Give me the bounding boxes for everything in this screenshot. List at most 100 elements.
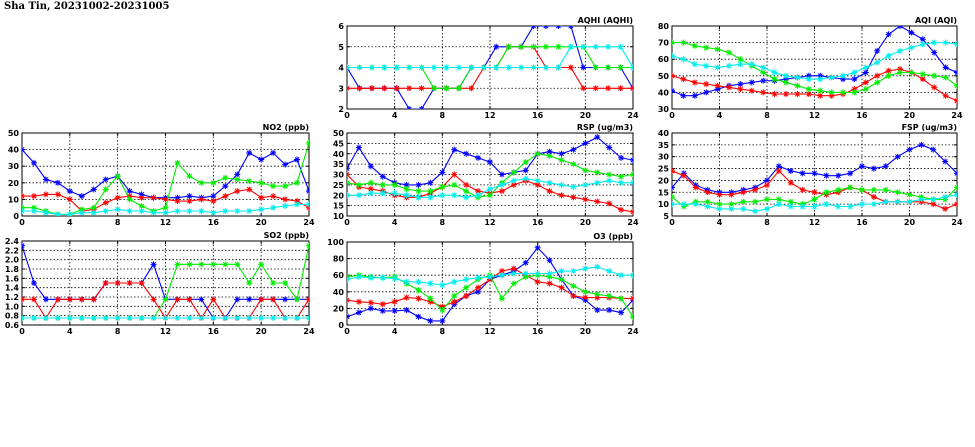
y-tick-label: 35 xyxy=(333,160,345,169)
data-point xyxy=(672,87,675,94)
data-point xyxy=(403,294,410,301)
data-point xyxy=(546,188,553,195)
data-point xyxy=(799,203,806,210)
data-point xyxy=(522,270,529,277)
data-point xyxy=(451,171,458,178)
data-point xyxy=(258,179,265,186)
data-point xyxy=(487,192,493,199)
data-point xyxy=(703,44,710,51)
data-point xyxy=(740,189,747,196)
data-point xyxy=(246,208,253,215)
data-point xyxy=(347,313,350,320)
data-point xyxy=(840,89,846,96)
data-point xyxy=(570,146,577,153)
data-point xyxy=(805,72,812,79)
data-point xyxy=(605,85,612,92)
data-point xyxy=(498,181,505,188)
data-point xyxy=(555,43,562,50)
data-point xyxy=(403,307,410,314)
data-point xyxy=(355,181,362,188)
data-point xyxy=(851,69,858,76)
data-point xyxy=(355,192,362,199)
data-point xyxy=(406,106,413,109)
data-point xyxy=(882,186,889,193)
data-point xyxy=(463,276,470,283)
data-point xyxy=(740,198,747,205)
data-point xyxy=(270,149,277,156)
data-point xyxy=(30,315,37,321)
data-point xyxy=(162,296,169,303)
data-point xyxy=(210,209,217,216)
data-point xyxy=(234,208,241,215)
y-tick-label: 1.0 xyxy=(5,302,20,311)
y-tick-label: 40 xyxy=(333,150,345,159)
data-point xyxy=(30,193,37,200)
data-point xyxy=(451,298,458,305)
data-point xyxy=(393,85,400,92)
data-point xyxy=(775,201,782,208)
data-point xyxy=(726,62,732,69)
data-point xyxy=(439,282,446,289)
x-tick-label: 12 xyxy=(484,327,495,336)
data-point xyxy=(379,190,386,197)
data-point xyxy=(582,288,589,295)
data-point xyxy=(737,81,744,88)
data-point xyxy=(282,315,289,321)
data-point xyxy=(847,203,854,210)
data-point xyxy=(403,186,410,193)
data-point xyxy=(775,196,782,203)
data-point xyxy=(783,72,789,79)
y-tick-label: 2.0 xyxy=(5,256,20,265)
y-tick-label: 50 xyxy=(333,129,345,138)
data-point xyxy=(737,56,744,63)
data-point xyxy=(546,148,553,155)
data-point xyxy=(367,179,374,186)
data-point xyxy=(594,169,601,176)
data-point xyxy=(919,76,926,83)
data-point xyxy=(234,188,241,195)
data-point xyxy=(580,43,587,50)
data-point xyxy=(379,274,386,281)
data-point xyxy=(567,43,574,50)
data-point xyxy=(66,211,73,216)
data-point xyxy=(42,176,49,183)
data-point xyxy=(594,291,601,298)
data-point xyxy=(505,43,512,50)
data-point xyxy=(954,191,957,198)
data-point xyxy=(42,296,49,303)
data-point xyxy=(605,43,612,50)
data-point xyxy=(222,261,229,268)
data-point xyxy=(542,26,549,29)
data-point xyxy=(760,89,767,96)
data-point xyxy=(347,85,350,92)
x-tick-label: 20 xyxy=(904,218,916,227)
y-tick-label: 20 xyxy=(333,304,345,313)
data-point xyxy=(605,64,612,71)
data-point xyxy=(234,171,241,178)
data-point xyxy=(954,201,957,208)
data-point xyxy=(518,64,525,71)
data-point xyxy=(258,315,265,321)
x-tick-label: 4 xyxy=(392,327,398,336)
data-point xyxy=(618,309,625,316)
x-tick-label: 0 xyxy=(344,218,350,227)
data-point xyxy=(367,190,374,197)
data-point xyxy=(630,64,633,71)
x-tick-label: 4 xyxy=(67,218,73,227)
data-point xyxy=(726,49,732,56)
data-point xyxy=(468,85,475,92)
data-point xyxy=(942,92,949,99)
data-point xyxy=(126,196,133,203)
x-tick-label: 8 xyxy=(440,327,446,336)
data-point xyxy=(630,208,633,215)
data-point xyxy=(783,79,789,86)
data-point xyxy=(475,154,482,161)
data-point xyxy=(954,82,957,89)
chart-title: SO2 (ppb) xyxy=(264,231,309,240)
data-point xyxy=(908,69,915,76)
data-point xyxy=(885,52,892,59)
data-point xyxy=(487,186,493,193)
data-point xyxy=(42,191,49,198)
data-point xyxy=(22,242,25,249)
